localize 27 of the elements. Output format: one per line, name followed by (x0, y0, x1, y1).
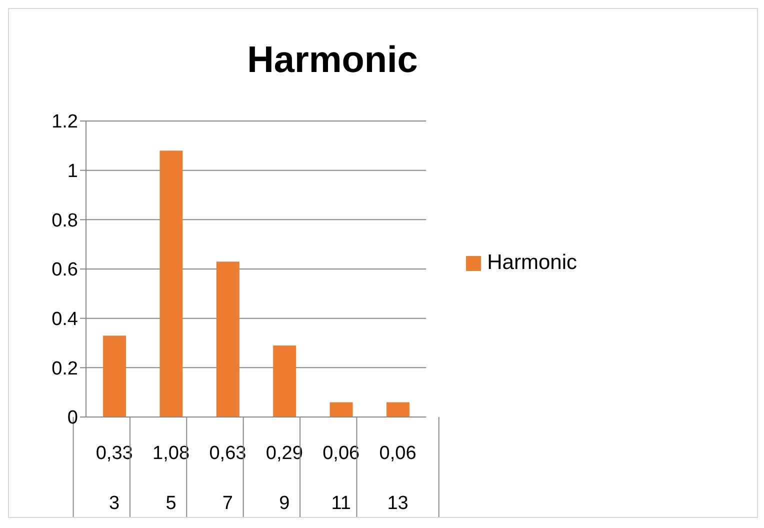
bar (273, 345, 296, 417)
bar (386, 402, 410, 417)
x-tick-label: 11 (331, 493, 351, 514)
y-tick-label: 1.2 (52, 112, 78, 133)
data-label: 0,06 (322, 443, 360, 464)
data-label: 0,06 (379, 443, 416, 464)
y-tick-label: 0 (67, 408, 78, 429)
bar (103, 336, 126, 417)
bar (160, 150, 183, 417)
y-tick-label: 0.2 (52, 358, 78, 380)
x-tick-label: 3 (109, 493, 120, 514)
x-tick-label: 13 (387, 493, 408, 514)
bar (216, 262, 240, 417)
x-tick-label: 5 (166, 493, 176, 514)
bar (330, 402, 353, 417)
data-label: 0,33 (96, 443, 133, 464)
x-tick-label: 9 (279, 493, 290, 514)
y-tick-label: 0.6 (52, 260, 78, 281)
y-tick-label: 0.4 (52, 309, 78, 330)
data-label: 0,29 (266, 443, 303, 464)
legend-label: Harmonic (487, 251, 577, 275)
chart-title: Harmonic (246, 39, 419, 81)
x-tick-label: 7 (222, 493, 234, 514)
data-label: 0,63 (209, 443, 246, 464)
data-label: 1,08 (152, 443, 190, 464)
y-tick-label: 0.8 (52, 210, 78, 232)
y-tick-label: 1 (67, 161, 78, 182)
